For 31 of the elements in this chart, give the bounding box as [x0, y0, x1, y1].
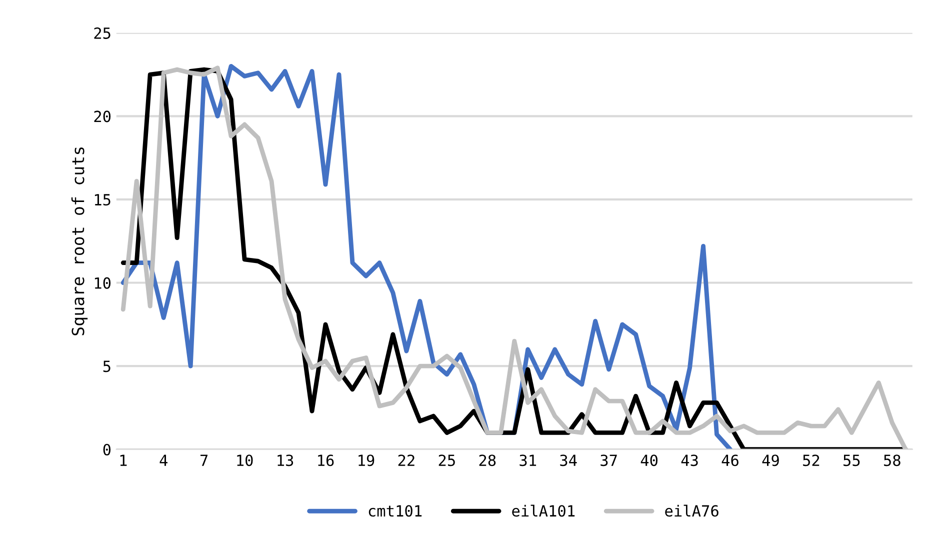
x-tick-label: 46	[722, 454, 738, 466]
y-tick-label: 15	[94, 194, 110, 206]
y-axis-title: Square root of cuts	[71, 147, 88, 336]
y-tick-label: 0	[103, 444, 111, 456]
x-tick-label: 49	[762, 454, 779, 466]
legend-label: eilA101	[512, 504, 575, 517]
x-tick-label: 25	[438, 454, 455, 466]
x-tick-label: 31	[520, 454, 536, 466]
x-tick-label: 58	[884, 454, 900, 466]
x-tick-label: 22	[398, 454, 414, 466]
x-tick-label: 4	[160, 454, 168, 466]
x-tick-label: 10	[237, 454, 253, 466]
x-tick-label: 7	[200, 454, 208, 466]
x-tick-label: 55	[844, 454, 860, 466]
y-tick-label: 10	[94, 277, 111, 289]
x-tick-label: 52	[803, 454, 820, 466]
y-tick-label: 25	[94, 27, 110, 39]
x-tick-label: 16	[318, 454, 334, 466]
y-tick-label: 5	[103, 360, 110, 372]
y-tick-label: 20	[94, 110, 111, 122]
line-series	[120, 64, 732, 450]
x-tick-label: 1	[120, 454, 127, 466]
x-tick-label: 43	[681, 454, 698, 466]
x-tick-label: 13	[278, 454, 294, 466]
x-tick-label: 37	[600, 454, 617, 466]
x-tick-label: 40	[640, 454, 658, 466]
x-tick-label: 34	[560, 454, 577, 466]
legend-label: cmt101	[368, 505, 422, 517]
legend-label: eilA76	[665, 504, 718, 517]
x-tick-label: 28	[479, 454, 496, 466]
x-tick-label: 19	[358, 454, 374, 466]
